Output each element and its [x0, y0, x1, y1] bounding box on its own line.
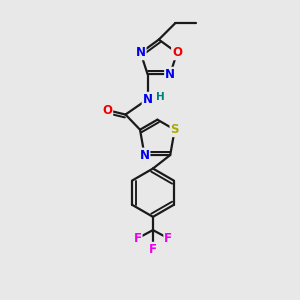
Text: O: O [172, 46, 182, 59]
Text: S: S [170, 123, 179, 136]
Text: F: F [134, 232, 142, 245]
Text: F: F [164, 232, 172, 245]
Text: N: N [140, 148, 149, 161]
Text: F: F [149, 243, 157, 256]
Text: H: H [156, 92, 164, 102]
Text: N: N [142, 93, 153, 106]
Text: N: N [136, 46, 146, 59]
Text: N: N [165, 68, 175, 81]
Text: O: O [102, 103, 112, 117]
